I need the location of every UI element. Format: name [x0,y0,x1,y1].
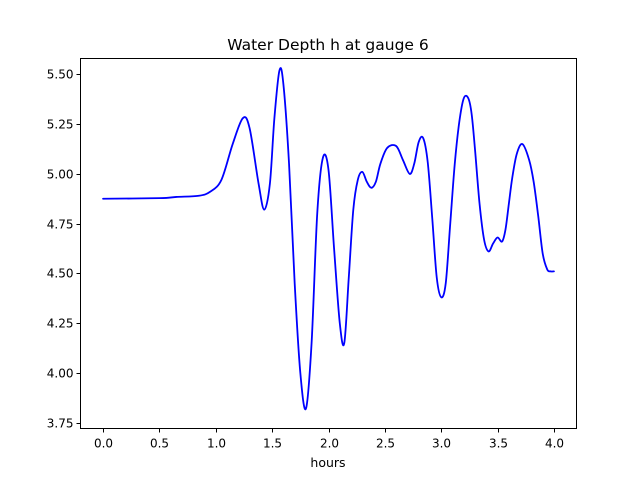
x-tick-label: 3.0 [432,437,451,451]
x-tick-label: 1.0 [207,437,226,451]
x-tick-label: 2.0 [320,437,339,451]
y-tick-label: 3.75 [47,417,74,431]
x-tick-label: 2.5 [376,437,395,451]
x-tick-label: 4.0 [545,437,564,451]
x-tick-label: 0.5 [150,437,169,451]
y-tick-label: 4.00 [47,367,74,381]
chart-title: Water Depth h at gauge 6 [227,36,428,54]
x-tick-label: 1.5 [263,437,282,451]
y-tick-label: 4.50 [47,267,74,281]
series-line [102,67,555,411]
y-tick-label: 5.25 [47,118,74,132]
x-axis: 0.0 0.5 1.0 1.5 2.0 2.5 3.0 3.5 4.0 [94,428,564,451]
y-tick-label: 4.25 [47,317,74,331]
plot-area [102,67,555,411]
plot-frame [80,58,577,429]
x-tick-label: 3.5 [489,437,508,451]
y-tick-label: 4.75 [47,218,74,232]
y-tick-label: 5.00 [47,168,74,182]
x-tick-label: 0.0 [94,437,113,451]
x-axis-label: hours [310,455,345,470]
y-tick-label: 5.50 [47,68,74,82]
y-axis: 3.75 4.00 4.25 4.50 4.75 5.00 5.25 5.50 [47,68,81,431]
